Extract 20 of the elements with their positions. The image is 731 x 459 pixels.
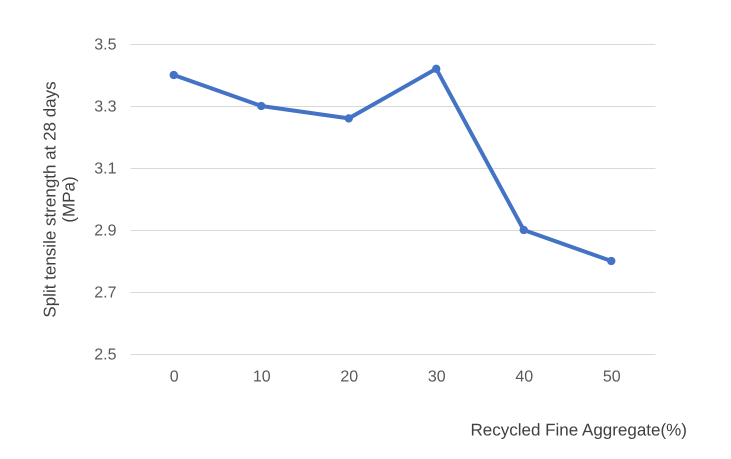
- point: [257, 102, 266, 110]
- x-tick-label: 10: [252, 368, 271, 386]
- point: [520, 226, 528, 234]
- point: [607, 256, 616, 266]
- y-tick-label: 3.5: [94, 36, 117, 54]
- point: [170, 70, 178, 80]
- x-tick-label: 40: [515, 368, 534, 386]
- x-tick-label: 0: [170, 368, 179, 386]
- x-tick-label: 30: [428, 368, 446, 386]
- y-tick-label: 3.3: [94, 98, 117, 116]
- x-tick-label: 20: [340, 368, 358, 386]
- y-tick-label: 3.1: [94, 160, 117, 178]
- y-tick-label: 2.7: [94, 284, 117, 302]
- x-tick-label: 50: [602, 368, 621, 386]
- y-axis-title: Split tensile strength at 28 days (MPa): [40, 81, 78, 318]
- y-tick-label: 2.9: [94, 222, 117, 240]
- y-tick-label: 2.5: [94, 346, 117, 364]
- x-axis-title: Recycled Fine Aggregate(%): [470, 420, 687, 440]
- point: [432, 64, 440, 73]
- point: [344, 114, 353, 123]
